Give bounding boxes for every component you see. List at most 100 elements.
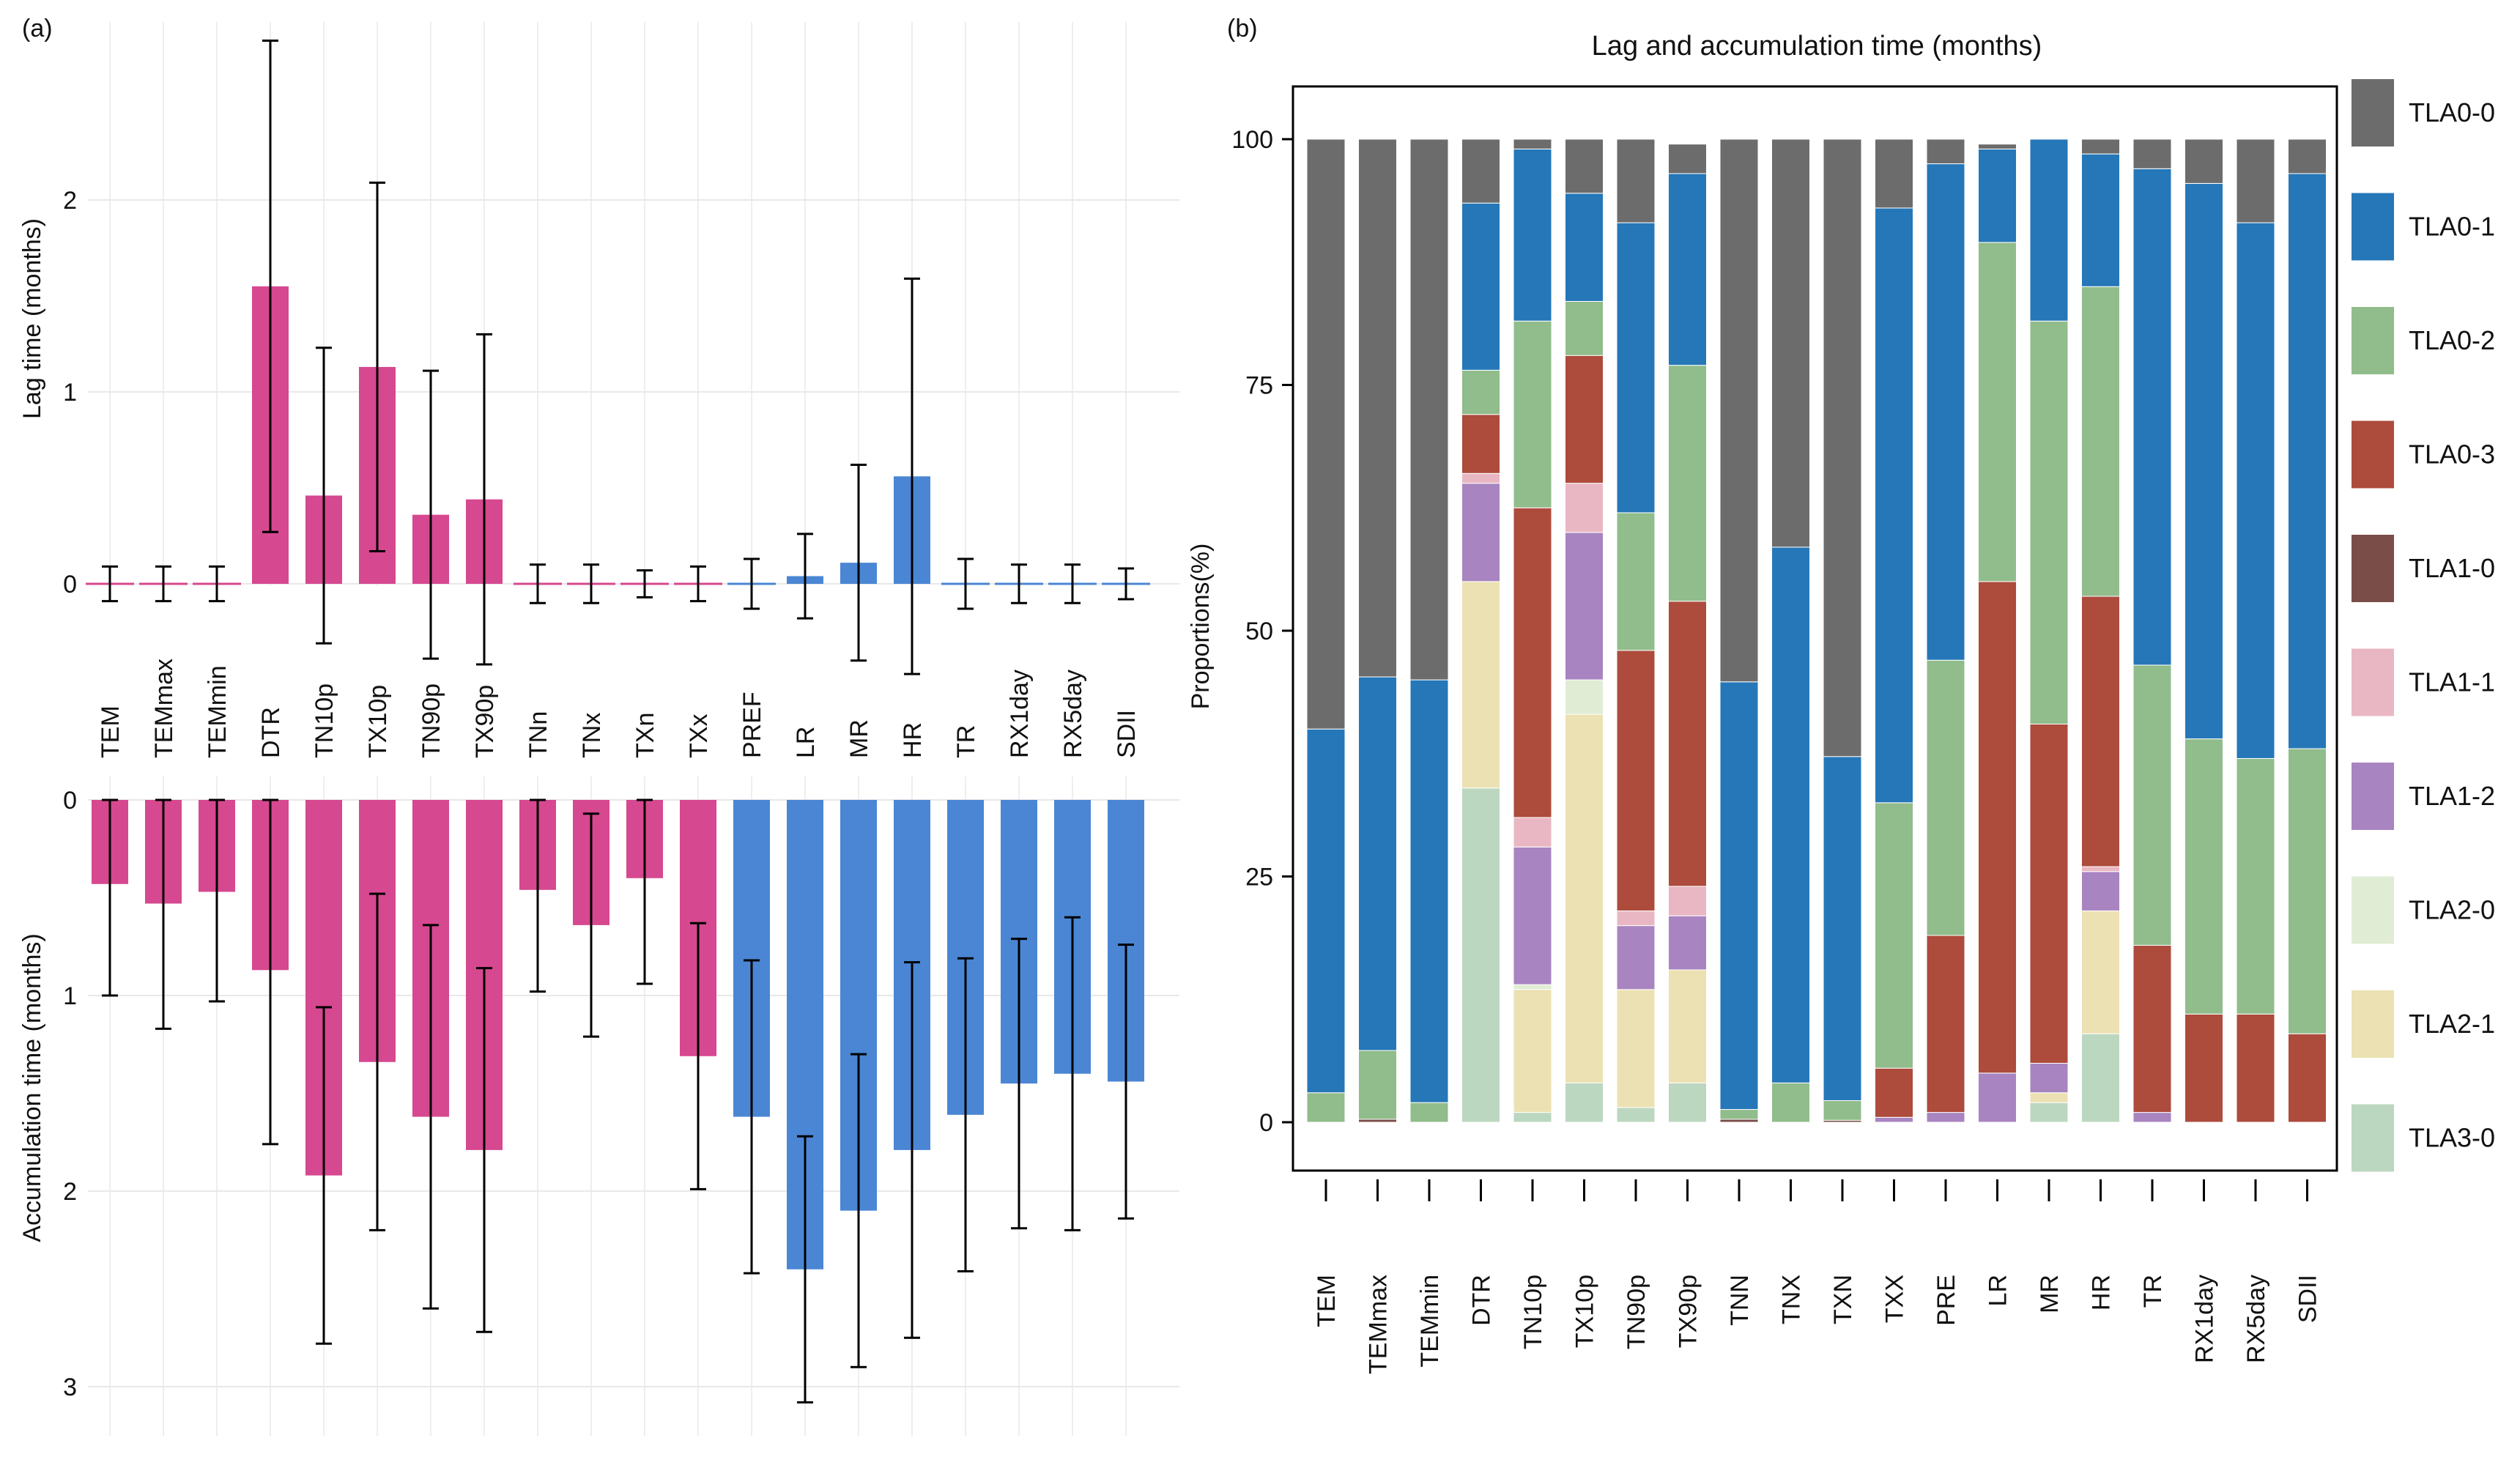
stacked-segment	[2081, 596, 2120, 867]
stacked-segment	[1978, 144, 2017, 149]
stacked-segment	[1565, 300, 1604, 356]
stacked-segment	[2184, 182, 2223, 740]
legend-label: TLA3-0	[2409, 1123, 2495, 1153]
stacked-segment	[1306, 728, 1346, 1094]
accumulation-axis-label: Accumulation time (months)	[18, 933, 46, 1242]
stacked-segment	[2132, 1112, 2172, 1123]
legend-swatch	[2352, 535, 2394, 602]
category-label: TXN	[1829, 1275, 1857, 1324]
proportion-tick-label: 25	[1245, 864, 1273, 891]
stacked-segment	[2132, 944, 2172, 1113]
stacked-segment	[2132, 664, 2172, 946]
stacked-segment	[1565, 532, 1604, 681]
category-label: TEMmax	[150, 659, 178, 758]
panel-a: (a) 0 1 2 0 1 2 3 TEM TEMmax TEMmin DTR TN10p TX10p…	[18, 15, 1179, 1436]
legend-swatch	[2352, 193, 2394, 261]
legend-label: TLA0-2	[2409, 325, 2495, 355]
stacked-segment	[2132, 168, 2172, 666]
category-label: TX90p	[1675, 1275, 1702, 1348]
stacked-segment	[1358, 138, 1397, 678]
stacked-segment	[1409, 1102, 1449, 1123]
stacked-segment	[1978, 148, 2017, 243]
category-label: PREF	[738, 692, 766, 758]
legend-label: TLA2-1	[2409, 1009, 2495, 1039]
legend-swatch	[2352, 648, 2394, 716]
stacked-segment	[1565, 1082, 1604, 1123]
legend-swatch	[2352, 1104, 2394, 1172]
stacked-segment	[1461, 138, 1500, 204]
legend-label: TLA0-0	[2409, 97, 2495, 127]
category-label: DTR	[257, 707, 285, 758]
panel-a-category-labels: TEM TEMmax TEMmin DTR TN10p TX10p TN90p TX90p TN…	[97, 659, 1141, 758]
stacked-segment	[1461, 787, 1500, 1123]
stacked-segment	[2029, 723, 2069, 1064]
panel-b-stacked-bars	[1306, 138, 2327, 1123]
accumulation-tick-label: 0	[63, 787, 77, 815]
stacked-segment	[1823, 138, 1862, 757]
category-label: TN90p	[1623, 1275, 1650, 1349]
stacked-segment	[2184, 738, 2223, 1015]
stacked-segment	[2029, 1062, 2069, 1094]
stacked-segment	[1513, 989, 1552, 1113]
stacked-segment	[2081, 286, 2120, 597]
stacked-segment	[1461, 202, 1500, 371]
stacked-segment	[1616, 910, 1656, 927]
proportion-tick-label: 75	[1245, 372, 1273, 400]
accumulation-tick-label: 1	[63, 982, 77, 1010]
stacked-segment	[1358, 1050, 1397, 1120]
stacked-segment	[1565, 138, 1604, 194]
legend-label: TLA1-2	[2409, 781, 2495, 811]
stacked-segment	[1823, 1100, 1862, 1121]
category-label: TNX	[1778, 1275, 1806, 1324]
stacked-segment	[2288, 173, 2327, 749]
category-label: TEM	[97, 705, 125, 758]
stacked-segment	[1461, 414, 1500, 474]
stacked-segment	[1358, 676, 1397, 1051]
lag-tick-label: 1	[63, 379, 77, 407]
stacked-segment	[1668, 915, 1707, 971]
stacked-segment	[1668, 173, 1707, 366]
stacked-segment	[1875, 1067, 1913, 1118]
stacked-segment	[1771, 546, 1810, 1083]
stacked-segment	[1719, 1119, 1759, 1123]
stacked-segment	[1306, 138, 1346, 730]
legend-swatch	[2352, 763, 2394, 830]
category-label: TR	[952, 725, 980, 758]
stacked-segment	[1926, 935, 1965, 1113]
category-label: LR	[792, 727, 820, 758]
panel-b-label: (b)	[1227, 15, 1258, 42]
category-label: HR	[2088, 1275, 2116, 1310]
stacked-segment	[1565, 355, 1604, 484]
category-label: TN10p	[311, 683, 338, 758]
category-label: TR	[2139, 1275, 2167, 1308]
proportion-tick-label: 0	[1259, 1109, 1273, 1137]
stacked-segment	[1513, 148, 1552, 322]
stacked-segment	[1461, 483, 1500, 582]
legend-swatch	[2352, 990, 2394, 1058]
stacked-segment	[2132, 138, 2172, 169]
stacked-segment	[1565, 193, 1604, 302]
stacked-segment	[1978, 1072, 2017, 1123]
stacked-segment	[1358, 1119, 1397, 1123]
stacked-segment	[1978, 581, 2017, 1074]
stacked-segment	[1978, 242, 2017, 582]
stacked-segment	[1719, 138, 1759, 683]
category-label: TEM	[1313, 1275, 1341, 1327]
stacked-segment	[2288, 138, 2327, 174]
stacked-segment	[1875, 1116, 1913, 1123]
stacked-segment	[1513, 507, 1552, 818]
proportion-tick-label: 50	[1245, 618, 1273, 645]
stacked-segment	[1926, 659, 1965, 936]
stacked-segment	[2288, 748, 2327, 1034]
category-label: TN10p	[1519, 1275, 1547, 1349]
stacked-segment	[1668, 601, 1707, 887]
category-label: TN90p	[418, 683, 445, 758]
stacked-segment	[1616, 925, 1656, 990]
stacked-segment	[1306, 1092, 1346, 1123]
stacked-segment	[2081, 138, 2120, 155]
stacked-segment	[1565, 713, 1604, 1083]
stacked-segment	[1461, 472, 1500, 484]
stacked-segment	[1719, 1109, 1759, 1120]
stacked-segment	[1513, 846, 1552, 985]
